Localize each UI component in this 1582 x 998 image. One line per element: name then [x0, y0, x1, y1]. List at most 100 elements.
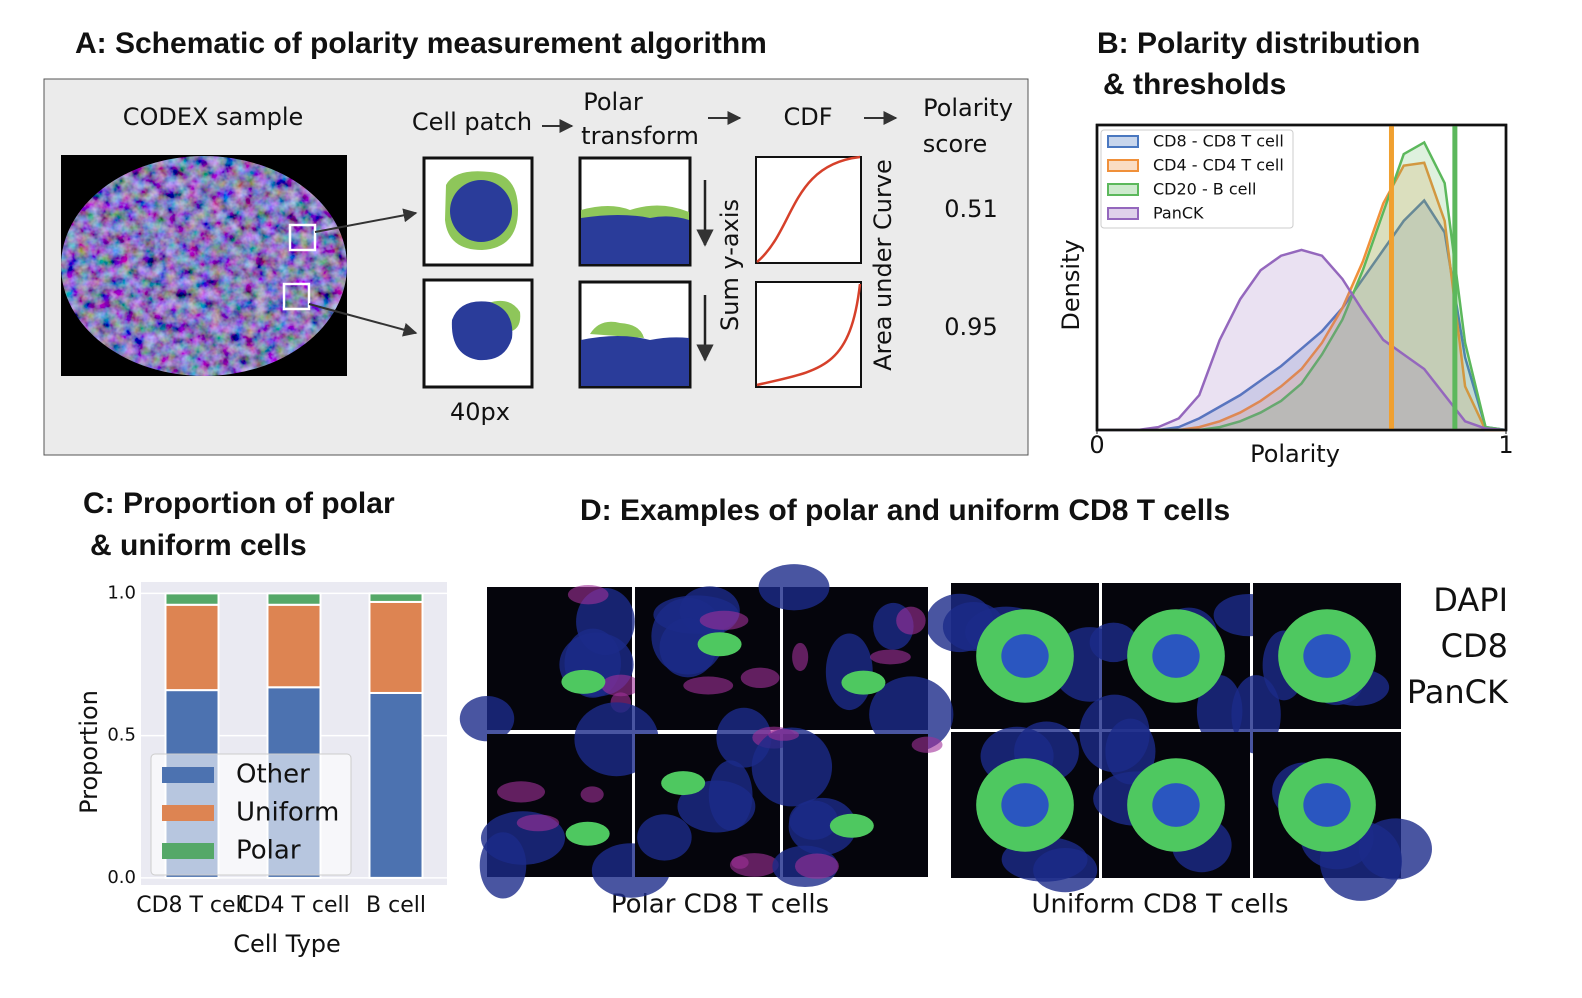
arrow: [308, 303, 418, 337]
nucleus: [1105, 718, 1156, 785]
step-label: transform: [581, 122, 699, 150]
panck: [580, 786, 604, 803]
panel-title: & thresholds: [1103, 68, 1286, 101]
density-fill: [1097, 200, 1506, 430]
nucleus: [1001, 783, 1049, 827]
legend-label: Other: [236, 760, 310, 790]
panck: [911, 736, 943, 753]
nucleus: [1089, 622, 1138, 663]
x-axis-label: Polarity: [1250, 440, 1340, 468]
score: 0.51: [944, 195, 997, 223]
panck: [516, 814, 560, 832]
x-tick-label: 0: [1089, 431, 1104, 459]
panck: [768, 728, 800, 741]
panck: [497, 781, 546, 803]
cdf-curve: [756, 155, 861, 263]
label: CODEX sample: [123, 103, 304, 131]
panck: [896, 606, 926, 635]
density-line: [1097, 248, 1507, 432]
step-label: Cell patch: [412, 108, 532, 136]
roi: [288, 223, 317, 252]
legend-label: CD20 - B cell: [1153, 180, 1256, 199]
nucleus-band: [581, 336, 689, 386]
legend-swatch: [162, 843, 214, 859]
legend-swatch: [1107, 159, 1139, 172]
bar-segment: [164, 603, 220, 692]
arrow: [314, 208, 418, 233]
cdf-box: [755, 281, 862, 388]
legend-label: CD4 - CD4 T cell: [1153, 156, 1284, 175]
panck: [731, 856, 749, 869]
x-tick-label: B cell: [366, 893, 426, 918]
bar-segment: [368, 592, 424, 603]
density-fill: [1097, 162, 1506, 430]
label: Sum y-axis: [716, 199, 744, 331]
cd8-cap: [841, 670, 886, 695]
step-label: CDF: [783, 103, 832, 131]
legend-label: CD8 - CD8 T cell: [1153, 132, 1284, 151]
x-tick-label: CD4 T cell: [238, 893, 350, 918]
bar-segment: [266, 592, 322, 606]
cd8-cap: [661, 771, 706, 796]
nucleus: [1001, 634, 1049, 678]
y-axis-label: Proportion: [75, 690, 103, 814]
bar-segment: [266, 603, 322, 689]
y-tick-label: 1.0: [107, 582, 136, 603]
legend-swatch: [162, 805, 214, 821]
nucleus: [1152, 783, 1200, 827]
patch: [422, 278, 534, 389]
panel-title: D: Examples of polar and uniform CD8 T c…: [580, 494, 1230, 527]
cd8-cap: [829, 813, 874, 838]
micrographs: [459, 564, 1432, 901]
panck: [740, 667, 780, 688]
density-fill: [1097, 249, 1506, 430]
nucleus: [659, 617, 717, 678]
legend-box: [1100, 129, 1294, 229]
legend-swatch: [162, 767, 214, 783]
bar-segment: [368, 691, 424, 879]
panck: [794, 853, 839, 879]
legend-label: Polar: [236, 836, 301, 866]
step-label: Polar: [583, 88, 643, 116]
score: 0.95: [944, 313, 997, 341]
nucleus: [1152, 634, 1200, 678]
y-tick-label: 0.5: [107, 725, 136, 746]
y-axis-label: Density: [1057, 239, 1085, 330]
panck: [870, 649, 911, 665]
nucleus: [637, 814, 692, 861]
panel-a: A: Schematic of polarity measurement alg…: [43, 27, 1029, 456]
panck: [567, 585, 609, 605]
bar-segment: [164, 592, 220, 606]
cd8-cap: [697, 632, 742, 657]
nucleus: [758, 564, 830, 611]
nucleus: [459, 696, 515, 742]
label: Area under Curve: [869, 159, 897, 371]
plot-frame-edge: [1095, 123, 1508, 432]
legend-label: PanCK: [1153, 204, 1204, 223]
cd8-band: [590, 321, 644, 338]
cd8-cap: [565, 821, 610, 846]
density-fill: [1097, 142, 1506, 430]
channel-label: DAPI: [1433, 581, 1508, 619]
x-tick-label: CD8 T cell: [136, 893, 248, 918]
codex-texture: [61, 156, 347, 376]
nucleus: [751, 727, 833, 807]
nucleus-band: [581, 215, 689, 264]
label: 40px: [450, 398, 510, 426]
cd8-cap: [561, 669, 606, 694]
cdf-box: [755, 156, 862, 264]
panck: [683, 676, 734, 695]
nucleus: [788, 797, 857, 856]
legend-swatch: [1107, 207, 1139, 220]
nucleus: [451, 301, 513, 361]
panel-title: A: Schematic of polarity measurement alg…: [75, 27, 767, 60]
panck: [699, 610, 749, 630]
step-label: Polarity: [923, 94, 1013, 122]
legend-swatch: [1107, 183, 1139, 196]
x-axis-label: Cell Type: [233, 930, 341, 958]
panck: [792, 642, 809, 672]
nucleus: [708, 760, 753, 831]
y-tick-label: 0.0: [107, 867, 136, 888]
x-tick-label: 1: [1498, 431, 1513, 459]
